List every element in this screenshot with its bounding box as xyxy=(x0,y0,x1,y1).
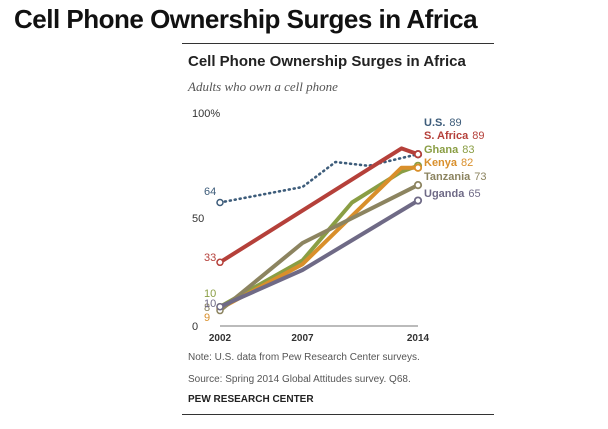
y-axis-ticks: 100% 50 0 xyxy=(192,108,220,333)
end-label-name-kenya: Kenya xyxy=(424,157,458,169)
series-line-uganda xyxy=(218,198,420,309)
end-label-name-ghana: Ghana xyxy=(424,144,459,156)
series-line-tanzania xyxy=(218,183,420,313)
end-label-ghana: Ghana 83 xyxy=(424,144,474,156)
start-label-ghana: 10 xyxy=(204,288,216,300)
end-point-s-africa xyxy=(413,150,423,159)
series-uganda xyxy=(216,196,423,311)
end-label-u-s: U.S. 89 xyxy=(424,117,462,129)
end-label-value-u-s: 89 xyxy=(449,117,461,129)
end-label-kenya: Kenya 82 xyxy=(424,157,473,169)
end-point-kenya xyxy=(413,163,423,172)
series-s-africa xyxy=(216,146,423,267)
start-label-kenya: 9 xyxy=(204,312,210,324)
chart-org: PEW RESEARCH CENTER xyxy=(188,394,314,405)
end-label-tanzania: Tanzania 73 xyxy=(424,171,487,183)
chart-note: Note: U.S. data from Pew Research Center… xyxy=(188,352,420,363)
end-label-name-tanzania: Tanzania xyxy=(424,171,471,183)
end-label-value-uganda: 65 xyxy=(468,188,480,200)
start-point-u-s xyxy=(216,198,224,207)
chart-source: Source: Spring 2014 Global Attitudes sur… xyxy=(188,374,411,385)
x-tick-label-2014: 2014 xyxy=(407,333,430,344)
end-label-uganda: Uganda 65 xyxy=(424,188,481,200)
end-label-s-africa: S. Africa 89 xyxy=(424,130,484,142)
series-line-u-s xyxy=(218,152,420,204)
end-label-value-s-africa: 89 xyxy=(472,130,484,142)
series-line-s-africa xyxy=(218,146,420,265)
end-label-name-s-africa: S. Africa xyxy=(424,130,469,142)
end-label-value-tanzania: 73 xyxy=(474,171,486,183)
start-point-s-africa xyxy=(216,258,224,267)
end-label-name-u-s: U.S. xyxy=(424,117,445,129)
start-label-s-africa: 33 xyxy=(204,252,216,264)
end-point-tanzania xyxy=(413,181,423,190)
end-label-value-ghana: 83 xyxy=(462,144,474,156)
start-label-uganda: 10 xyxy=(204,298,216,310)
x-tick-label-2002: 2002 xyxy=(209,333,232,344)
page-title: Cell Phone Ownership Surges in Africa xyxy=(14,4,478,34)
y-tick-label-100: 100% xyxy=(192,108,220,120)
end-label-name-uganda: Uganda xyxy=(424,188,465,200)
chart-title: Cell Phone Ownership Surges in Africa xyxy=(188,53,466,70)
x-axis-ticks: 2002 2007 2014 xyxy=(209,333,430,344)
series-layer xyxy=(216,146,423,315)
start-point-uganda xyxy=(216,302,224,311)
start-label-u-s: 64 xyxy=(204,186,216,198)
y-tick-label-50: 50 xyxy=(192,213,204,225)
end-point-uganda xyxy=(413,196,423,205)
start-label-tanzania: 8 xyxy=(204,302,210,314)
end-label-value-kenya: 82 xyxy=(461,157,473,169)
chart-subtitle: Adults who own a cell phone xyxy=(188,79,338,94)
top-divider xyxy=(182,43,494,44)
y-tick-label-0: 0 xyxy=(192,321,198,333)
x-tick-label-2007: 2007 xyxy=(291,333,314,344)
bottom-divider xyxy=(182,414,494,415)
